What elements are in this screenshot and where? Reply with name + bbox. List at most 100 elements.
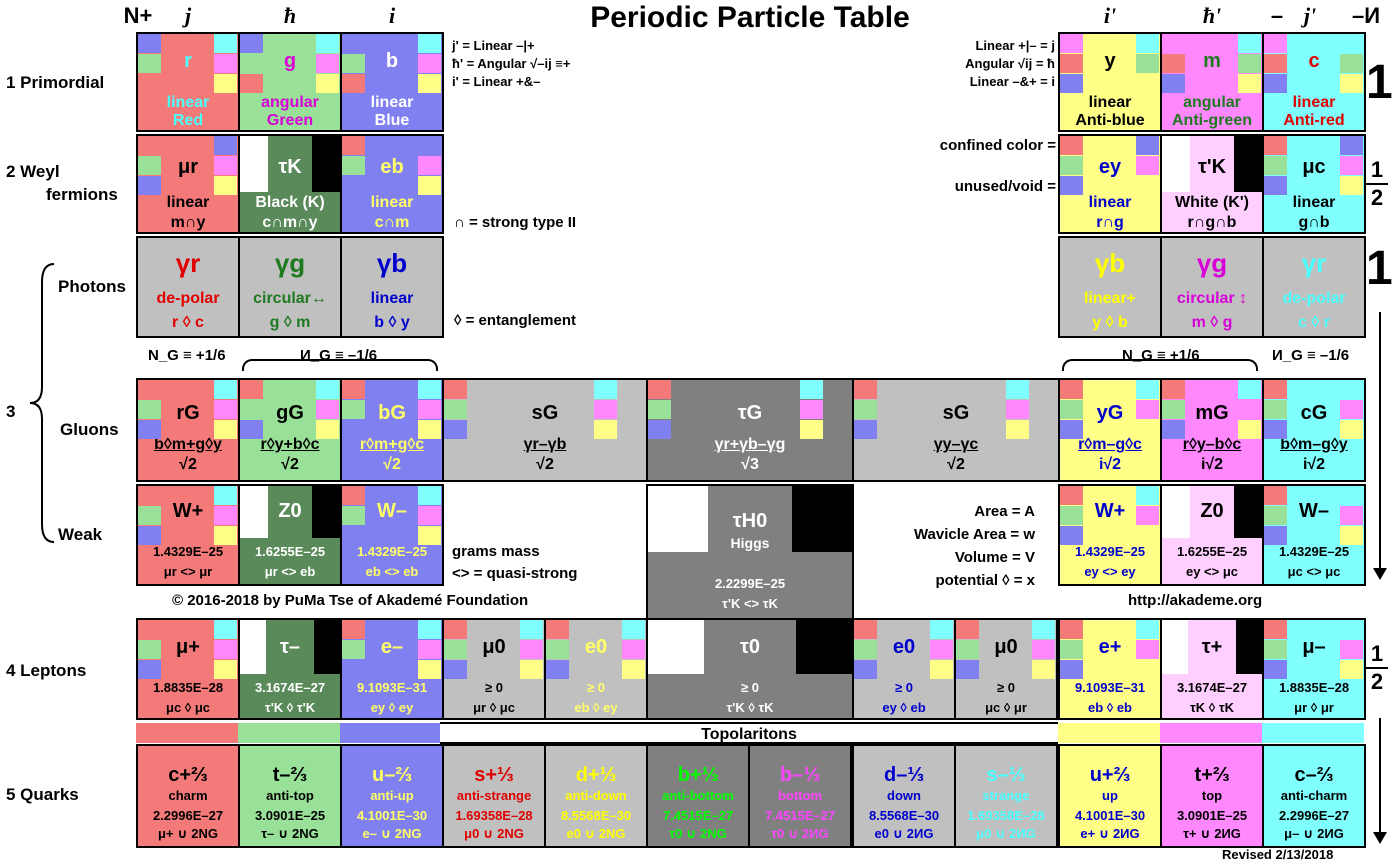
quark-cell-1[interactable]: t–⅔ anti-top 3.0901E–25 τ– ∪ 2NG <box>238 744 342 848</box>
quark-cell-8[interactable]: s–⅓ strange 1.69358E–28 μ0 ∪ 2ИG <box>954 744 1058 848</box>
photon-cell-3[interactable]: γb linear+ y ◊ b <box>1058 236 1162 338</box>
note-confined: confined color = <box>939 137 1056 154</box>
gluon-4-chip-3 <box>800 400 823 419</box>
lepton-7-chip-3 <box>1032 640 1055 659</box>
note-i-prime: i' = Linear +&– <box>452 74 541 89</box>
gluon-cell-4-l2: √3 <box>741 456 759 473</box>
gluon-6-chip-0 <box>1060 380 1083 399</box>
primordial-cell-4[interactable]: m angular Anti-green <box>1160 32 1264 132</box>
lepton-cell-1[interactable]: τ– 3.1674E–27 τ'K ◊ τ'K <box>238 618 342 720</box>
lepton-cell-7-sym: μ0 <box>994 636 1018 658</box>
gluon-7-chip-3 <box>1238 400 1261 419</box>
weak-6-chip-1 <box>1340 486 1363 505</box>
weak-cell-1-num: 1.6255E–25 <box>254 544 326 559</box>
quark-cell-1-l1: anti-top <box>266 788 314 803</box>
primordial-4-chip-3 <box>1238 54 1261 73</box>
gluon-cell-8[interactable]: cG b◊m–g◊y i√2 <box>1262 378 1366 482</box>
quark-cell-9[interactable]: u+⅔ up 4.1001E–30 e+ ∪ 2ИG <box>1058 744 1162 848</box>
lepton-3-chip-0 <box>444 620 467 639</box>
primordial-cell-5[interactable]: c linear Anti-red <box>1262 32 1366 132</box>
primordial-cell-5-sym: c <box>1308 50 1320 72</box>
page-title: Periodic Particle Table <box>590 1 910 34</box>
photon-cell-5[interactable]: γr de-polar c ◊ r <box>1262 236 1366 338</box>
quark-cell-5[interactable]: b+⅓ anti-bottom 7.4515E–27 τ0 ∪ 2NG <box>646 744 750 848</box>
weyl-1-white-box <box>240 136 268 192</box>
lepton-cell-7[interactable]: μ0 ≥ 0 μc ◊ μr <box>954 618 1058 720</box>
primordial-cell-2[interactable]: b linear Blue <box>340 32 444 132</box>
lepton-4-chip-3 <box>622 640 645 659</box>
weak-cell-0-sym: W+ <box>172 500 204 522</box>
gluon-cell-3[interactable]: sG γr–γb √2 <box>442 378 648 482</box>
gluon-2-chip-1 <box>418 380 441 399</box>
website-url[interactable]: http://akademe.org <box>1128 592 1263 609</box>
quark-cell-0[interactable]: c+⅔ charm 2.2996E–27 μ+ ∪ 2NG <box>136 744 240 848</box>
weyl-cell-0-l1: linear <box>166 194 210 211</box>
lepton-cell-8[interactable]: e+ 9.1093E–31 eb ◊ eb <box>1058 618 1162 720</box>
lepton-cell-10[interactable]: μ– 1.8835E–28 μr ◊ μr <box>1262 618 1366 720</box>
gluon-2-chip-5 <box>418 420 441 439</box>
quark-cell-10[interactable]: t+⅔ top 3.0901E–25 τ+ ∪ 2ИG <box>1160 744 1264 848</box>
weak-4-chip-1 <box>1136 486 1159 505</box>
lepton-cell-10-sym: μ– <box>1302 636 1326 658</box>
gluon-cell-0[interactable]: rG b◊m+g◊y √2 <box>136 378 240 482</box>
weak-cell-1[interactable]: Z0 1.6255E–25 μr <> eb <box>238 484 342 586</box>
gluon-cell-2[interactable]: bG r◊m+g◊c √2 <box>340 378 444 482</box>
gluon-cell-4[interactable]: τG γr+γb–γg √3 <box>646 378 854 482</box>
gluon-cell-6[interactable]: yG r◊m–g◊c i√2 <box>1058 378 1162 482</box>
weyl-cell-1[interactable]: τK Black (K) c∩m∩y <box>238 134 342 234</box>
gluon-1-chip-4 <box>240 420 263 439</box>
quark-cell-2[interactable]: u–⅔ anti-up 4.1001E–30 e– ∪ 2NG <box>340 744 444 848</box>
primordial-cell-4-l2: Anti-green <box>1172 112 1252 129</box>
lepton-10-chip-4 <box>1264 660 1287 679</box>
photon-cell-1[interactable]: γg circular↔ g ◊ m <box>238 236 342 338</box>
weyl-cell-5[interactable]: μc linear g∩b <box>1262 134 1366 234</box>
gluon-cell-7-l1: r◊y–b◊c <box>1182 436 1242 453</box>
gluon-cell-1[interactable]: gG r◊y+b◊c √2 <box>238 378 342 482</box>
gluon-cell-7[interactable]: mG r◊y–b◊c i√2 <box>1160 378 1264 482</box>
lepton-cell-5[interactable]: τ0 ≥ 0 τ'K ◊ τK <box>646 618 854 720</box>
weak-cell-6[interactable]: W– 1.4329E–25 μc <> μc <box>1262 484 1366 586</box>
weak-cell-2[interactable]: W– 1.4329E–25 eb <> eb <box>340 484 444 586</box>
row-label-weyl: 2 Weyl <box>6 162 60 181</box>
quark-cell-11[interactable]: c–⅔ anti-charm 2.2996E–27 μ– ∪ 2ИG <box>1262 744 1366 848</box>
lepton-cell-4[interactable]: e0 ≥ 0 eb ◊ ey <box>544 618 648 720</box>
lepton-cell-6[interactable]: e0 ≥ 0 ey ◊ eb <box>852 618 956 720</box>
weyl-cell-0[interactable]: μr linear m∩y <box>136 134 240 234</box>
lepton-cell-1-sym: τ– <box>279 636 301 658</box>
weyl-3-chip-2 <box>1060 156 1083 175</box>
quark-cell-0-l1: charm <box>168 788 208 803</box>
lepton-cell-0[interactable]: μ+ 1.8835E–28 μc ◊ μc <box>136 618 240 720</box>
quark-cell-4-num: 8.5568E–30 <box>560 808 632 823</box>
weak-cell-1-sym: Z0 <box>278 500 302 522</box>
lepton-cell-5-l3: τ'K ◊ τK <box>726 700 774 715</box>
primordial-cell-0[interactable]: r linear Red <box>136 32 240 132</box>
weak-cell-0[interactable]: W+ 1.4329E–25 μr <> μr <box>136 484 240 586</box>
weak-2-chip-0 <box>342 486 365 505</box>
quark-cell-4[interactable]: d+⅓ anti-down 8.5568E–30 e0 ∪ 2NG <box>544 744 648 848</box>
quark-cell-3[interactable]: s+⅓ anti-strange 1.69358E–28 μ0 ∪ 2NG <box>442 744 546 848</box>
photon-cell-2-sym: γb <box>376 248 408 278</box>
photon-cell-5-l2: c ◊ r <box>1298 314 1330 331</box>
primordial-cell-1[interactable]: g angular Green <box>238 32 342 132</box>
primordial-cell-3[interactable]: y linear Anti-blue <box>1058 32 1162 132</box>
quark-cell-7[interactable]: d–⅓ down 8.5568E–30 e0 ∪ 2ИG <box>852 744 956 848</box>
weyl-cell-2[interactable]: eb linear c∩m <box>340 134 444 234</box>
row3-brace <box>29 263 55 543</box>
lepton-cell-3[interactable]: μ0 ≥ 0 μr ◊ μc <box>442 618 546 720</box>
lepton-cell-2[interactable]: e– 9.1093E–31 ey ◊ ey <box>340 618 444 720</box>
gluon-cell-5[interactable]: sG γy–γc √2 <box>852 378 1060 482</box>
weyl-cell-3[interactable]: ey linear r∩g <box>1058 134 1162 234</box>
photon-cell-4[interactable]: γg circular ↕ m ◊ g <box>1160 236 1264 338</box>
gluon-3-chip-3 <box>594 400 617 419</box>
weak-cell-3[interactable]: τH0 Higgs 2.2299E–25 τ'K <> τK <box>646 484 854 624</box>
weak-cell-4[interactable]: W+ 1.4329E–25 ey <> ey <box>1058 484 1162 586</box>
weyl-cell-4[interactable]: τ'K White (K') r∩g∩b <box>1160 134 1264 234</box>
col-header-i-prime: i' <box>1103 3 1117 28</box>
weak-cell-5-sym: Z0 <box>1200 500 1224 522</box>
lepton-cell-9[interactable]: τ+ 3.1674E–27 τK ◊ τK <box>1160 618 1264 720</box>
weak-cell-5[interactable]: Z0 1.6255E–25 ey <> μc <box>1160 484 1264 586</box>
photon-cell-2[interactable]: γb linear b ◊ y <box>340 236 444 338</box>
photon-cell-0[interactable]: γr de-polar r ◊ c <box>136 236 240 338</box>
primordial-5-chip-2 <box>1264 54 1287 73</box>
quark-cell-6[interactable]: b–⅓ bottom 7.4515E–27 τ0 ∪ 2ИG <box>748 744 852 848</box>
